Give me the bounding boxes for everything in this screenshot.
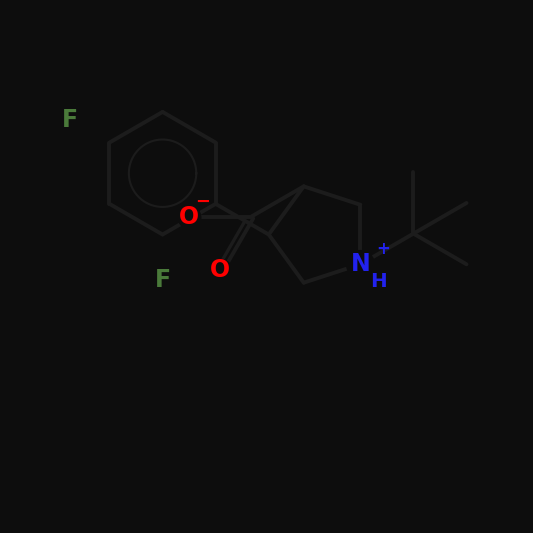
Text: +: + bbox=[376, 240, 390, 259]
Text: O: O bbox=[210, 258, 230, 282]
Text: F: F bbox=[62, 108, 78, 132]
Text: N: N bbox=[351, 252, 370, 276]
Text: H: H bbox=[370, 272, 386, 291]
Text: −: − bbox=[195, 193, 210, 211]
Text: F: F bbox=[155, 268, 171, 292]
Text: O: O bbox=[179, 205, 199, 229]
